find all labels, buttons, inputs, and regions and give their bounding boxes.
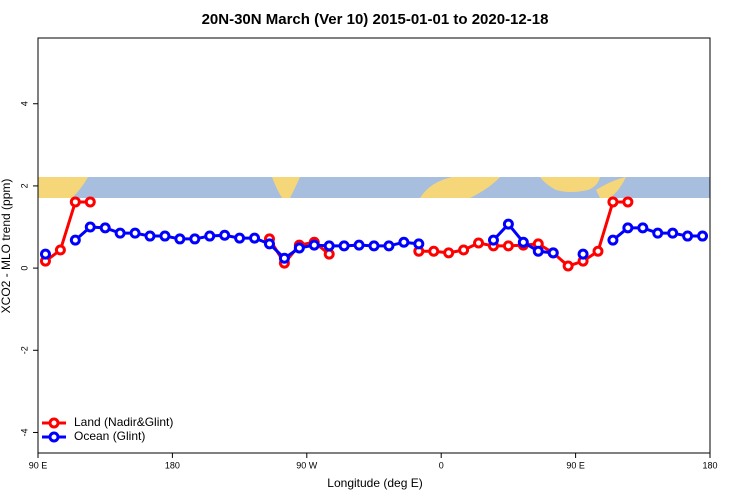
data-point [114, 227, 126, 239]
data-point [622, 196, 634, 208]
data-point [413, 238, 425, 250]
x-tick-label: 90 E [29, 460, 48, 470]
data-point [697, 230, 709, 242]
y-tick-label: -4 [19, 428, 29, 436]
data-point [652, 227, 664, 239]
data-point [517, 236, 529, 248]
data-point [502, 240, 514, 252]
data-point [234, 232, 246, 244]
map-land [596, 177, 626, 198]
map-land [272, 177, 300, 198]
data-point [249, 232, 261, 244]
data-point [682, 230, 694, 242]
data-point [84, 221, 96, 233]
data-point [39, 248, 51, 260]
data-point [443, 247, 455, 259]
data-point [577, 248, 589, 260]
data-point [532, 245, 544, 257]
data-point [428, 245, 440, 257]
x-tick-label: 180 [702, 460, 717, 470]
x-tick-label: 90 W [296, 460, 318, 470]
data-point [323, 240, 335, 252]
data-point [129, 227, 141, 239]
data-point [174, 233, 186, 245]
data-point [458, 244, 470, 256]
x-tick-label: 90 E [566, 460, 585, 470]
map-land [38, 177, 88, 198]
data-point [69, 196, 81, 208]
data-point [159, 230, 171, 242]
series-line [44, 200, 91, 263]
y-tick-label: 2 [19, 183, 29, 188]
data-point [383, 240, 395, 252]
chart-title: 20N-30N March (Ver 10) 2015-01-01 to 202… [202, 11, 549, 28]
x-tick-label: 180 [165, 460, 180, 470]
map-strip [38, 177, 710, 198]
data-point [189, 233, 201, 245]
legend-label: Ocean (Glint) [74, 429, 145, 443]
y-tick-label: 0 [19, 266, 29, 271]
data-point [353, 239, 365, 251]
legend-label: Land (Nadir&Glint) [74, 415, 173, 429]
data-point [502, 218, 514, 230]
plot-frame [37, 37, 711, 454]
y-axis-label: XCO2 - MLO trend (ppm) [0, 179, 13, 314]
y-tick-label: 4 [19, 101, 29, 106]
y-tick-label: -2 [19, 346, 29, 354]
x-axis-label: Longitude (deg E) [327, 476, 422, 490]
data-point [547, 247, 559, 259]
map-land [540, 177, 600, 192]
data-point [308, 239, 320, 251]
data-point [278, 252, 290, 264]
data-point [607, 234, 619, 246]
series-line [74, 225, 419, 261]
data-point [592, 245, 604, 257]
data-point [562, 260, 574, 272]
data-point [54, 244, 66, 256]
data-point [368, 240, 380, 252]
data-point [622, 222, 634, 234]
legend-marker [48, 417, 60, 429]
map-ocean [38, 177, 710, 198]
data-point [263, 238, 275, 250]
x-tick-label: 0 [439, 460, 444, 470]
data-point [219, 229, 231, 241]
data-point [69, 234, 81, 246]
data-point [637, 222, 649, 234]
data-point [398, 236, 410, 248]
map-land [420, 177, 500, 198]
legend-marker [48, 431, 60, 443]
data-point [607, 196, 619, 208]
data-point [84, 196, 96, 208]
data-point [667, 227, 679, 239]
data-point [338, 240, 350, 252]
data-point [204, 230, 216, 242]
data-point [99, 222, 111, 234]
data-point [293, 242, 305, 254]
data-point [487, 234, 499, 246]
data-point [144, 230, 156, 242]
data-point [473, 237, 485, 249]
